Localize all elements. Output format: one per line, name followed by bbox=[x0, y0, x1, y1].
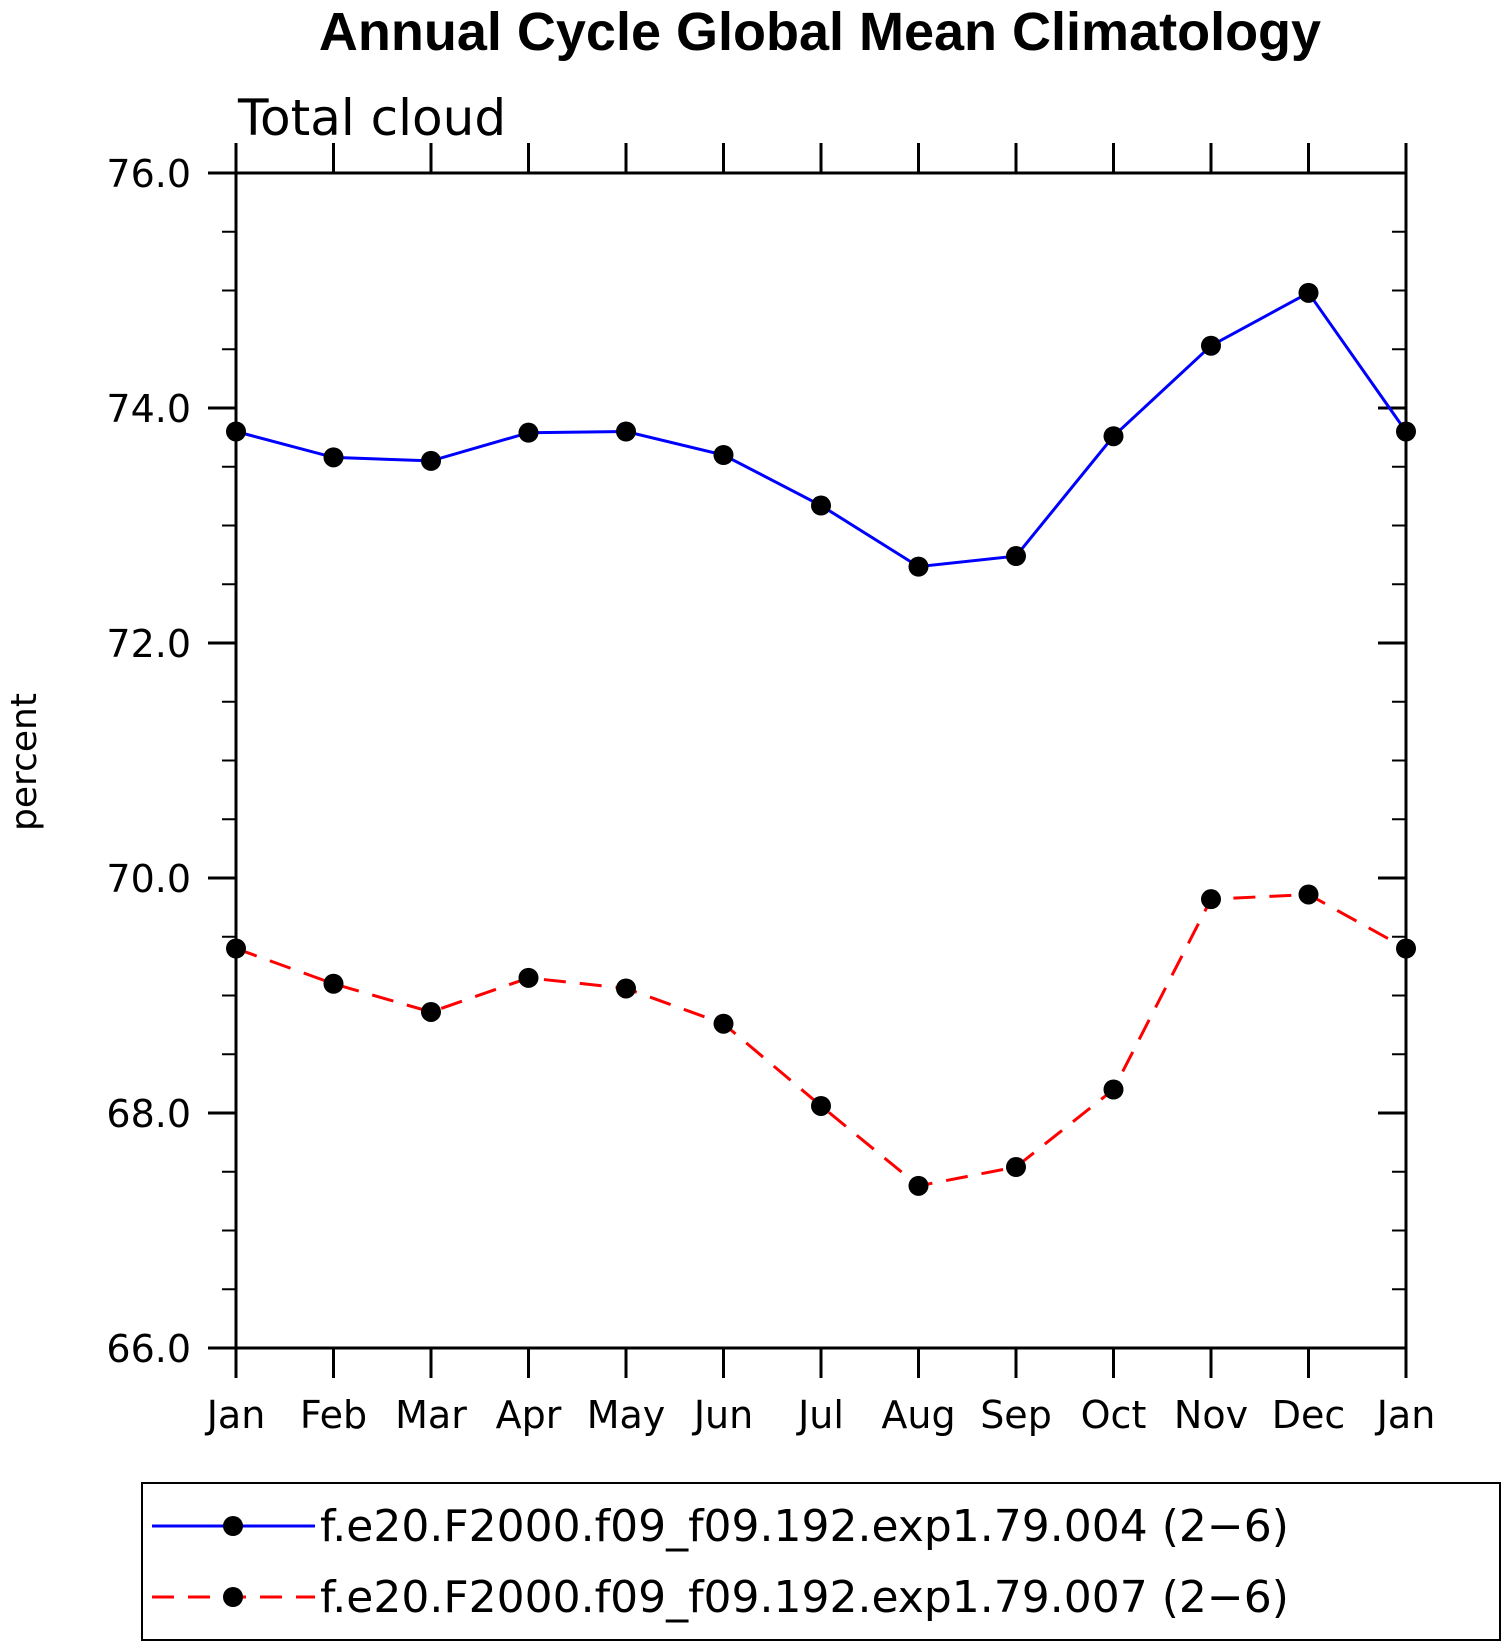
series-line-1 bbox=[235, 290, 1408, 569]
x-tick-label: Jan bbox=[205, 1393, 266, 1437]
data-point-series-2 bbox=[421, 1001, 441, 1022]
y-axis-label: percent bbox=[4, 693, 45, 831]
chart-title: Annual Cycle Global Mean Climatology bbox=[319, 2, 1321, 62]
y-tick-label: 76.0 bbox=[106, 152, 191, 196]
legend-label-1: f.e20.F2000.f09_f09.192.exp1.79.004 (2−6… bbox=[320, 1501, 1289, 1552]
data-point-series-1 bbox=[1201, 335, 1221, 356]
y-tick-label: 68.0 bbox=[106, 1092, 191, 1136]
y-tick-label: 74.0 bbox=[106, 387, 191, 431]
legend-box bbox=[141, 1482, 1501, 1641]
y-tick-label: 66.0 bbox=[106, 1327, 191, 1371]
x-tick-label: Jul bbox=[796, 1393, 844, 1437]
data-point-series-1 bbox=[811, 495, 831, 516]
x-tick-label: Aug bbox=[881, 1393, 955, 1437]
x-tick-labels: Jan Feb Mar Apr May Jun Jul Aug Sep Oct Nov Dec Jan bbox=[205, 1393, 1436, 1437]
data-point-series-1 bbox=[323, 447, 344, 468]
series-markers bbox=[226, 282, 1416, 1196]
data-point-series-1 bbox=[713, 445, 734, 465]
data-point-series-1 bbox=[518, 422, 539, 443]
data-point-series-1 bbox=[421, 450, 441, 471]
chart-subtitle: Total cloud bbox=[237, 89, 506, 147]
data-point-series-2 bbox=[616, 978, 636, 999]
series-line-2 bbox=[235, 892, 1407, 1188]
data-point-series-1 bbox=[1006, 546, 1026, 567]
x-tick-label: May bbox=[587, 1393, 666, 1437]
data-point-series-2 bbox=[1298, 884, 1319, 905]
series-lines bbox=[235, 290, 1408, 1188]
data-point-series-1 bbox=[616, 421, 636, 442]
axis-ticks bbox=[208, 143, 1408, 1378]
x-tick-label: Oct bbox=[1081, 1393, 1147, 1437]
x-tick-label: Feb bbox=[300, 1393, 367, 1437]
y-tick-label: 70.0 bbox=[106, 857, 191, 901]
data-point-series-1 bbox=[1103, 426, 1124, 447]
data-point-series-2 bbox=[323, 973, 344, 994]
x-tick-label: Jun bbox=[692, 1393, 753, 1437]
x-tick-label: Mar bbox=[395, 1393, 467, 1437]
data-point-series-2 bbox=[908, 1175, 929, 1196]
legend: f.e20.F2000.f09_f09.192.exp1.79.004 (2−6… bbox=[141, 1482, 1501, 1641]
plot-frame bbox=[234, 171, 1408, 1350]
x-tick-label: Apr bbox=[496, 1393, 562, 1437]
legend-label-2: f.e20.F2000.f09_f09.192.exp1.79.007 (2−6… bbox=[320, 1572, 1289, 1623]
data-point-series-1 bbox=[908, 556, 929, 577]
x-tick-label: Nov bbox=[1174, 1393, 1248, 1437]
legend-marker-1 bbox=[223, 1516, 243, 1536]
data-point-series-1 bbox=[1298, 282, 1319, 303]
x-tick-label: Dec bbox=[1272, 1393, 1346, 1437]
data-point-series-2 bbox=[713, 1013, 734, 1034]
x-tick-label: Sep bbox=[980, 1393, 1052, 1437]
legend-marker-2 bbox=[223, 1587, 243, 1607]
data-point-series-2 bbox=[1103, 1079, 1124, 1100]
y-tick-labels: 66.0 68.0 70.0 72.0 74.0 76.0 bbox=[106, 152, 191, 1371]
data-point-series-2 bbox=[518, 967, 539, 988]
x-tick-label: Jan bbox=[1375, 1393, 1436, 1437]
data-point-series-2 bbox=[811, 1095, 831, 1116]
data-point-series-2 bbox=[1006, 1157, 1026, 1178]
y-tick-label: 72.0 bbox=[106, 622, 191, 666]
data-point-series-2 bbox=[1201, 889, 1221, 910]
